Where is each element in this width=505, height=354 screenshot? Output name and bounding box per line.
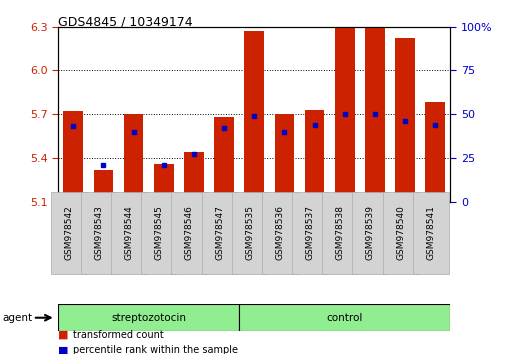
Bar xyxy=(239,304,449,331)
Bar xyxy=(124,114,143,202)
Text: transformed count: transformed count xyxy=(73,330,164,339)
Text: ■: ■ xyxy=(58,346,69,354)
Text: GSM978535: GSM978535 xyxy=(245,205,254,260)
Text: GSM978545: GSM978545 xyxy=(155,205,164,260)
Bar xyxy=(425,102,444,202)
Text: GSM978543: GSM978543 xyxy=(94,205,103,260)
Bar xyxy=(93,170,113,202)
Bar xyxy=(304,110,324,202)
Text: agent: agent xyxy=(3,313,33,323)
Bar xyxy=(58,304,239,331)
Bar xyxy=(274,114,293,202)
Text: GSM978538: GSM978538 xyxy=(335,205,344,260)
Text: percentile rank within the sample: percentile rank within the sample xyxy=(73,346,238,354)
Text: GSM978546: GSM978546 xyxy=(184,205,193,260)
Text: GSM978542: GSM978542 xyxy=(64,205,73,260)
Text: control: control xyxy=(326,313,362,323)
Bar xyxy=(334,27,354,202)
Text: GSM978541: GSM978541 xyxy=(425,205,434,260)
Bar xyxy=(394,38,414,202)
Bar xyxy=(244,31,264,202)
Text: GDS4845 / 10349174: GDS4845 / 10349174 xyxy=(58,16,192,29)
Bar xyxy=(214,117,233,202)
Text: GSM978544: GSM978544 xyxy=(124,205,133,260)
Text: GSM978536: GSM978536 xyxy=(275,205,284,260)
Text: GSM978537: GSM978537 xyxy=(305,205,314,260)
Text: ■: ■ xyxy=(58,330,69,339)
Text: GSM978540: GSM978540 xyxy=(395,205,405,260)
Text: GSM978547: GSM978547 xyxy=(215,205,224,260)
Bar xyxy=(154,164,173,202)
Bar xyxy=(184,152,204,202)
Bar xyxy=(365,27,384,202)
Text: GSM978539: GSM978539 xyxy=(365,205,374,260)
Text: streptozotocin: streptozotocin xyxy=(111,313,186,323)
Bar xyxy=(63,111,83,202)
